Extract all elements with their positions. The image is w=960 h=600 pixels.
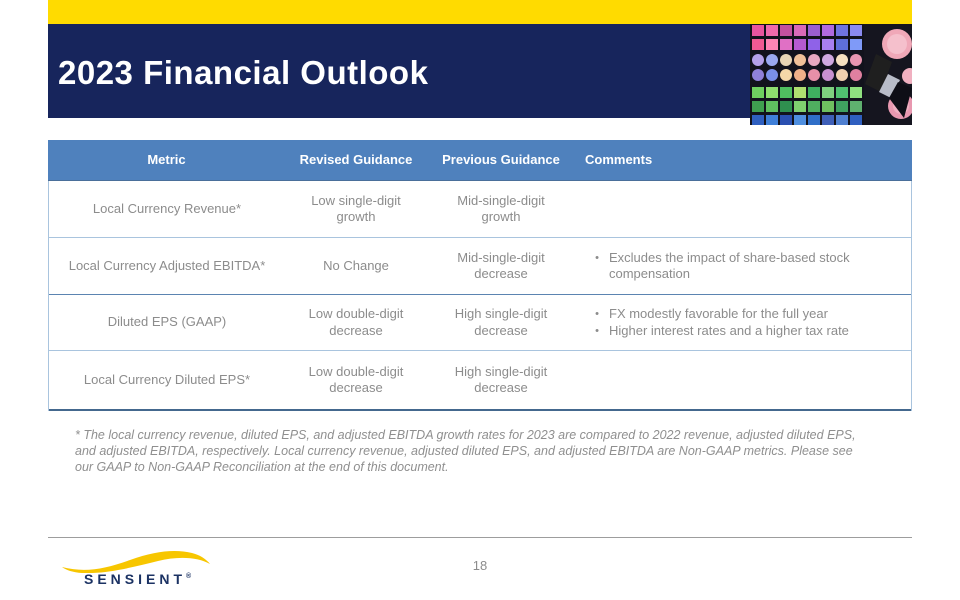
logo-wordmark: SENSIENT® — [84, 571, 192, 587]
page-number: 18 — [472, 558, 488, 573]
revised-guidance-cell: Low double-digit decrease — [308, 306, 404, 338]
comment-item: • Excludes the impact of share-based sto… — [585, 250, 901, 283]
column-header-revised-guidance: Revised Guidance — [299, 151, 413, 167]
metric-cell: Local Currency Adjusted EBITDA* — [68, 257, 266, 273]
metric-cell: Local Currency Diluted EPS* — [83, 371, 251, 387]
comment-text: Excludes the impact of share-based stock… — [609, 249, 850, 281]
brush-bristles-icon — [865, 54, 892, 92]
comment-text: FX modestly favorable for the full year — [609, 305, 828, 321]
comments-cell — [575, 181, 911, 237]
table-row: Local Currency Diluted EPS* Low double-d… — [49, 351, 911, 411]
revised-guidance-cell: Low double-digit decrease — [308, 363, 404, 395]
previous-guidance-cell: High single-digit decrease — [454, 363, 548, 395]
top-accent-bar — [48, 0, 912, 24]
metric-cell: Diluted EPS (GAAP) — [107, 314, 227, 330]
sensient-logo: SENSIENT® — [60, 547, 230, 593]
comments-cell: • FX modestly favorable for the full yea… — [575, 295, 911, 350]
table-header-row: Metric Revised Guidance Previous Guidanc… — [48, 140, 912, 181]
logo-swoosh-icon — [62, 551, 210, 573]
previous-guidance-cell: Mid-single-digit decrease — [457, 249, 545, 281]
bullet-icon: • — [595, 307, 599, 320]
makeup-palette-image — [750, 24, 912, 125]
financial-outlook-table: Metric Revised Guidance Previous Guidanc… — [48, 140, 912, 411]
footer-divider — [48, 537, 912, 538]
page-title: 2023 Financial Outlook — [58, 54, 429, 91]
comment-item: • FX modestly favorable for the full yea… — [585, 306, 901, 323]
table-row: Local Currency Adjusted EBITDA* No Chang… — [49, 238, 911, 295]
comment-item: • Higher interest rates and a higher tax… — [585, 323, 901, 340]
revised-guidance-cell: No Change — [323, 257, 389, 273]
bullet-icon: • — [595, 324, 599, 337]
registered-mark: ® — [186, 573, 192, 580]
metric-cell: Local Currency Revenue* — [92, 200, 242, 216]
column-header-metric: Metric — [147, 151, 186, 167]
column-header-comments: Comments — [585, 151, 653, 167]
comment-text: Higher interest rates and a higher tax r… — [609, 322, 849, 338]
previous-guidance-cell: Mid-single-digit growth — [457, 192, 545, 224]
revised-guidance-cell: Low single-digit growth — [311, 192, 401, 224]
table-row: Diluted EPS (GAAP) Low double-digit decr… — [49, 295, 911, 351]
comments-cell: • Excludes the impact of share-based sto… — [575, 238, 911, 294]
previous-guidance-cell: High single-digit decrease — [454, 306, 548, 338]
comments-cell — [575, 351, 911, 409]
footnote: * The local currency revenue, diluted EP… — [75, 428, 856, 474]
column-header-previous-guidance: Previous Guidance — [442, 151, 560, 167]
table-row: Local Currency Revenue* Low single-digit… — [49, 181, 911, 238]
bullet-icon: • — [595, 251, 599, 264]
